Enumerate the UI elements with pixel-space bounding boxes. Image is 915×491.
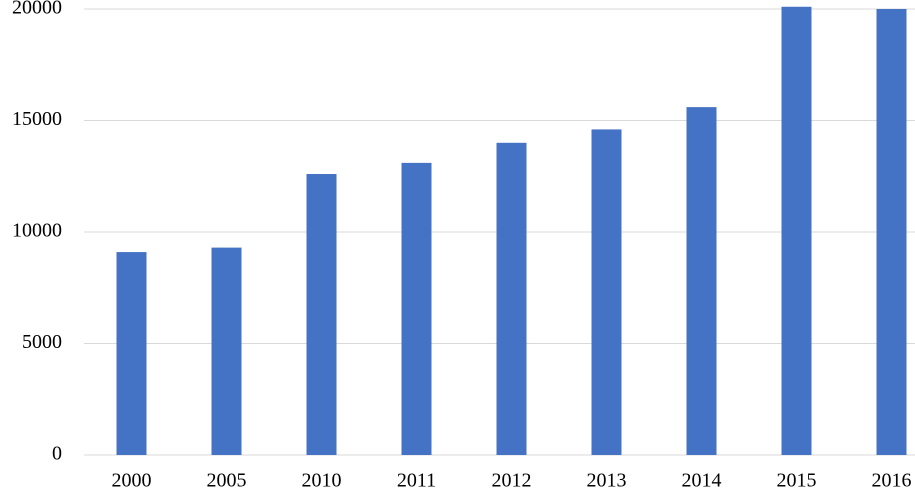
- x-tick-label: 2000: [112, 470, 152, 491]
- x-tick-label: 2013: [587, 470, 627, 491]
- x-tick-label: 2015: [777, 470, 817, 491]
- y-tick-label: 5000: [22, 331, 62, 353]
- y-tick-label: 20000: [12, 0, 62, 19]
- x-tick-label: 2016: [872, 470, 912, 491]
- bar: [686, 107, 717, 456]
- bar: [116, 252, 147, 455]
- y-tick-label: 0: [52, 443, 62, 465]
- y-tick-label: 10000: [12, 220, 62, 242]
- bar: [401, 162, 432, 455]
- y-tick-label: 15000: [12, 108, 62, 130]
- x-tick-label: 2014: [682, 470, 722, 491]
- x-tick-label: 2010: [302, 470, 342, 491]
- bar: [306, 174, 337, 455]
- bar: [781, 6, 812, 456]
- bar: [591, 129, 622, 456]
- bar: [876, 9, 907, 455]
- bar: [496, 142, 527, 456]
- x-tick-label: 2005: [207, 470, 247, 491]
- x-tick-label: 2012: [492, 470, 532, 491]
- x-tick-label: 2011: [397, 470, 436, 491]
- bar: [211, 247, 242, 455]
